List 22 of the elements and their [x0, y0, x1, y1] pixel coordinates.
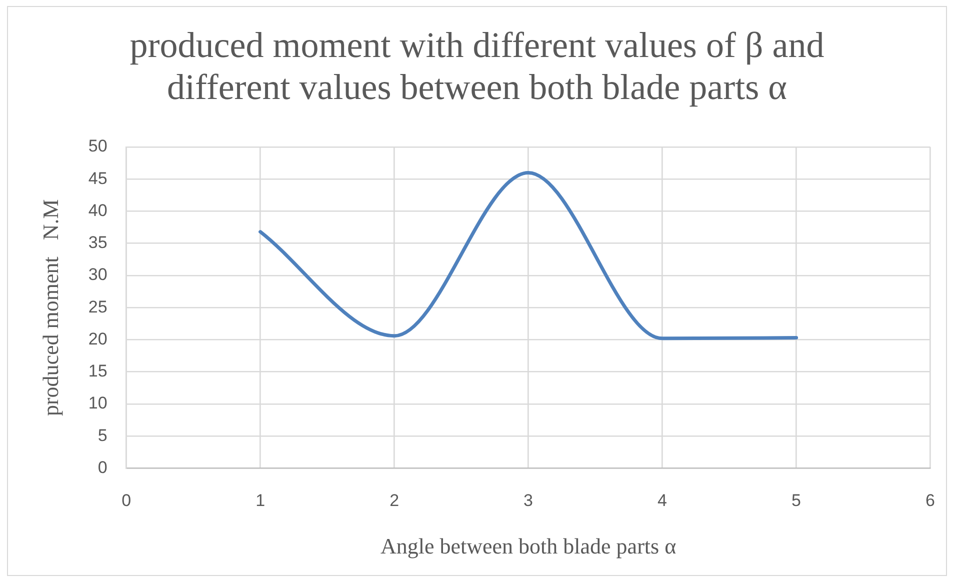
line-series — [258, 170, 798, 340]
y-tick-label: 45 — [88, 168, 108, 188]
x-tick-label: 4 — [658, 491, 668, 510]
x-tick-label: 0 — [122, 491, 132, 510]
x-tick-label: 1 — [256, 491, 266, 510]
x-tick-label: 2 — [390, 491, 400, 510]
y-tick-label: 0 — [98, 458, 108, 477]
x-tick-label: 5 — [792, 491, 802, 510]
y-tick-label: 5 — [98, 426, 108, 445]
chart-title: produced moment with different values of β and different values between both blade parts α — [128, 24, 826, 108]
x-axis-title: Angle between both blade parts α — [380, 534, 677, 559]
y-tick-label: 50 — [88, 136, 108, 156]
y-tick-label: 35 — [88, 233, 108, 252]
y-tick-label: 10 — [88, 394, 108, 413]
y-tick-label: 15 — [88, 362, 108, 381]
x-tick-label: 3 — [524, 491, 534, 510]
y-tick-label: 25 — [88, 297, 108, 316]
y-tick-label: 30 — [88, 265, 108, 284]
y-tick-label: 20 — [88, 329, 108, 348]
y-tick-label: 40 — [88, 200, 108, 220]
x-tick-label: 6 — [926, 491, 936, 510]
y-axis-title: produced moment N.M — [38, 199, 63, 416]
